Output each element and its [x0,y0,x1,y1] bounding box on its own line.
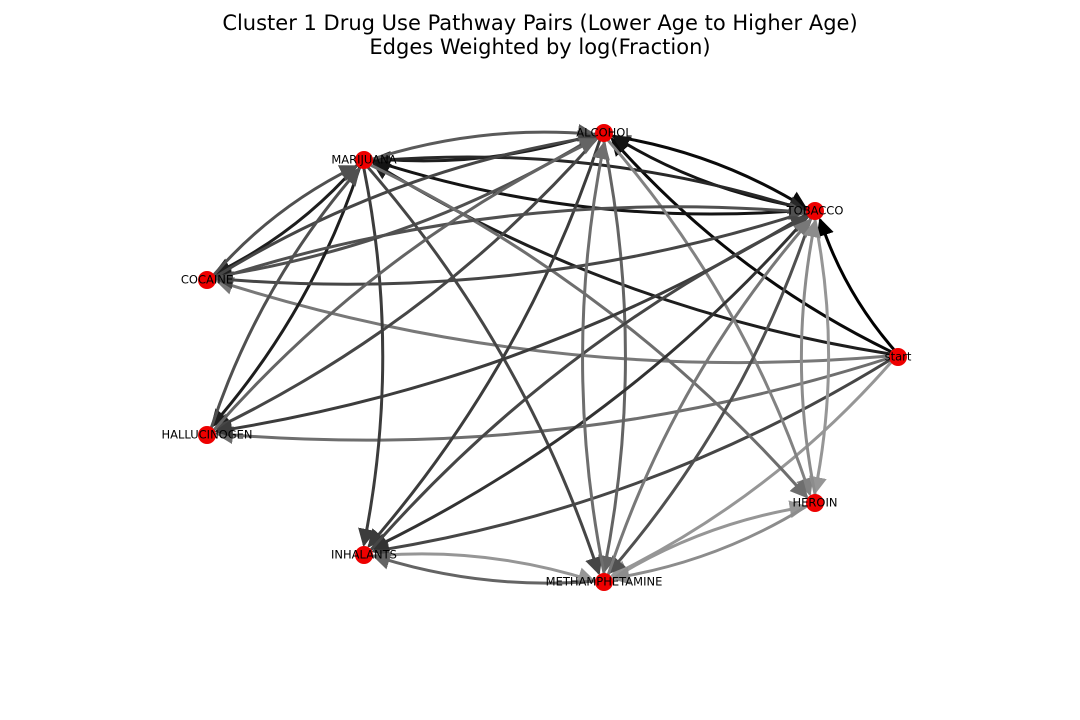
node-tobacco [806,202,824,220]
edge-alcohol-to-tobacco [610,134,808,209]
node-inhalants [355,546,373,564]
edge-hallucinogen-to-marijuana [210,167,361,429]
node-label-inhalants: INHALANTS [331,548,397,562]
node-label-tobacco: TOBACCO [786,204,844,218]
edge-start-to-alcohol [610,137,893,353]
node-heroin [806,494,824,512]
edge-marijuana-to-heroin [369,163,809,499]
edge-tobacco-to-hallucinogen [214,212,809,438]
edge-start-to-hallucinogen [214,356,891,445]
edge-alcohol-to-heroin [607,139,814,497]
edge-methamphetamine-to-tobacco [606,218,812,576]
node-start [889,348,907,366]
node-cocaine [198,271,216,289]
node-label-start: start [885,350,912,364]
edge-heroin-to-tobacco [799,219,821,496]
node-methamphetamine [595,573,613,591]
edge-tobacco-to-cocaine [214,210,808,290]
edge-tobacco-to-methamphetamine [607,217,813,575]
edge-cocaine-to-alcohol [213,130,597,279]
node-label-heroin: HEROIN [793,496,838,510]
edge-alcohol-to-methamphetamine [598,140,627,574]
edge-marijuana-to-hallucinogen [210,166,361,428]
edge-start-to-tobacco [816,217,896,351]
nodes-layer: ALCOHOL MARIJUANA TOBACCO COCAINE start HALLU… [161,124,912,591]
edge-heroin-to-methamphetamine [611,504,809,585]
edge-methamphetamine-to-heroin [610,500,808,581]
edge-start-to-methamphetamine [610,361,893,577]
edge-hallucinogen-to-alcohol [212,138,598,432]
edge-tobacco-to-marijuana [372,157,808,216]
node-label-hallucinogen: HALLUCINOGEN [161,428,252,442]
edges-layer [210,123,896,585]
edge-start-to-cocaine [215,277,891,365]
chart-title-line2: Edges Weighted by log(Fraction) [369,35,710,59]
node-label-alcohol: ALCOHOL [576,126,632,140]
edge-cocaine-to-tobacco [214,201,808,281]
node-marijuana [355,151,373,169]
node-label-cocaine: COCAINE [181,273,233,287]
edge-marijuana-to-inhalants [358,167,385,547]
edge-tobacco-to-inhalants [370,215,810,550]
node-alcohol [595,124,613,142]
edge-start-to-inhalants [371,358,892,558]
edge-tobacco-to-heroin [809,218,831,495]
node-hallucinogen [198,426,216,444]
edge-inhalants-to-methamphetamine [371,552,596,585]
edge-cocaine-to-marijuana [212,165,358,276]
edge-marijuana-to-alcohol [371,123,597,161]
node-label-methamphetamine: METHAMPHETAMINE [546,575,663,589]
node-label-marijuana: MARIJUANA [331,153,396,167]
chart-title-line1: Cluster 1 Drug Use Pathway Pairs (Lower … [222,11,857,35]
edge-alcohol-to-inhalants [367,139,602,548]
edge-start-to-marijuana [371,162,892,356]
edge-inhalants-to-tobacco [369,216,809,551]
edge-methamphetamine-to-alcohol [581,141,610,575]
edge-methamphetamine-to-inhalants [372,552,597,585]
edge-alcohol-to-hallucinogen [213,136,599,430]
